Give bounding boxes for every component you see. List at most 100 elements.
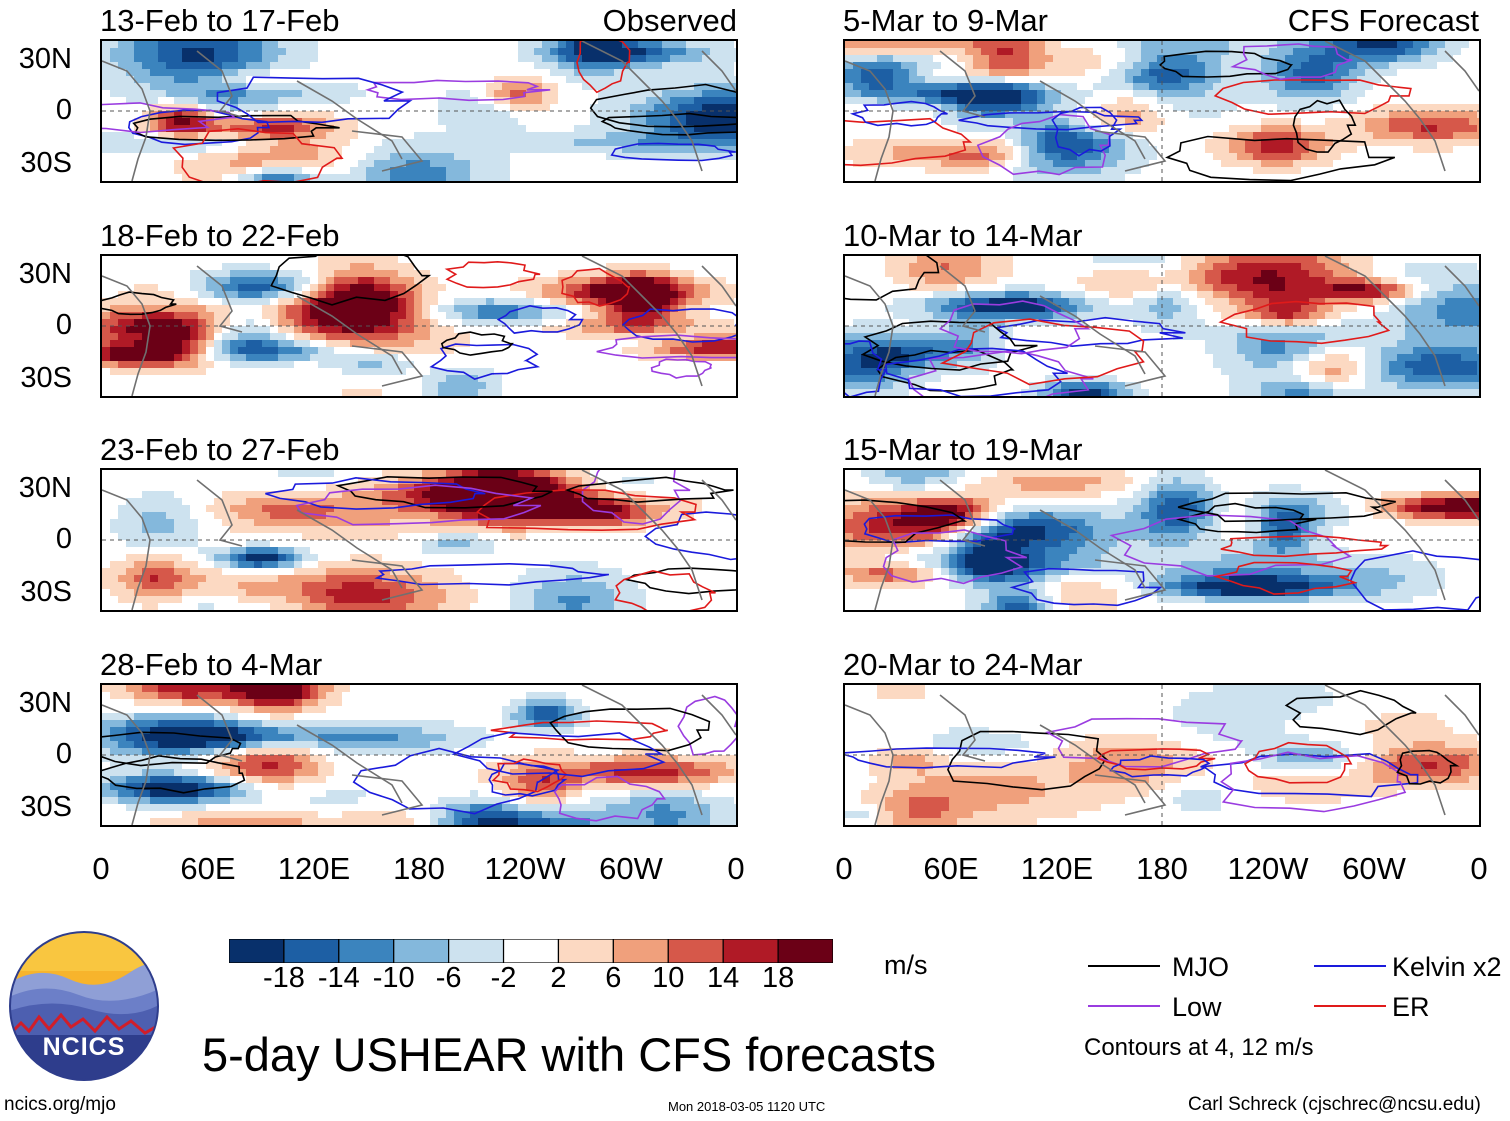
coastline [1324,41,1446,172]
colorbar-tick-label: -10 [372,962,415,994]
contour-line [488,762,568,797]
contour-line [171,127,344,181]
xlab-left-0-end: 0 [727,851,745,886]
units-label: m/s [884,950,928,980]
heatmap-2 [102,256,736,396]
xlab-right-60e: 60E [923,851,979,886]
colorbar-swatch [667,939,724,963]
contour-line [549,707,711,752]
contour-line [621,308,736,343]
coastline [1444,50,1479,92]
ylab-30s: 30S [20,362,72,394]
ylab-30s: 30S [20,147,72,179]
legend-line-low [1088,1005,1160,1007]
map-panel-1 [100,39,738,183]
contour-line [491,758,569,793]
contour-line [1220,534,1390,558]
contour-line [1158,50,1294,78]
footer-link[interactable]: ncics.org/mjo [4,1094,116,1115]
contour-line [1243,741,1353,784]
main-title: 5-day USHEAR with CFS forecasts [202,1028,936,1081]
heatmap-5 [845,41,1479,181]
contour-line [939,318,1145,386]
map-panel-2 [100,254,738,398]
logo-text: NCICS [42,1033,126,1061]
coastline [701,265,736,307]
contour-line [1109,514,1353,577]
coastline [102,704,151,825]
contour-line [451,731,666,778]
contour-line [1177,491,1396,523]
contour-line [102,291,177,316]
colorbar-swatch [338,939,395,963]
contour-line [440,331,514,356]
ylab-30s: 30S [20,576,72,608]
coastline [351,345,424,387]
colorbar-tick-label: 14 [707,962,740,994]
contour-line [561,267,631,307]
contour-line [1051,106,1123,157]
coastline [1324,256,1446,387]
contour-line [444,260,541,289]
coastline [581,470,703,601]
xlab-left-120w: 120W [484,851,566,886]
legend-line-er [1314,1005,1386,1007]
map-panel-5 [843,39,1481,183]
contour-line [475,489,697,532]
coastline [581,41,703,172]
xlab-right-180: 180 [1136,851,1188,886]
coastline [1039,509,1146,589]
coastline [102,275,151,396]
contour-line [1220,751,1407,813]
coastline [939,50,986,118]
coastline [351,130,424,172]
colorbar-swatch [612,939,669,963]
colorbar-swatch [448,939,505,963]
panel-title-8: 20-Mar to 24-Mar [843,647,1083,682]
heatmap-4 [102,685,736,825]
colorbar-tick-label: -18 [262,962,305,994]
colorbar-tick-label: 18 [761,962,795,994]
heatmap-1 [102,41,736,181]
ncics-logo: NCICS [9,931,159,1081]
coastline [701,479,736,521]
colorbar-tick-label: -6 [435,962,462,994]
heatmap-3 [102,470,736,610]
coastline [1039,724,1146,804]
contour-legend: MJO Kelvin x2 Low ER Contours at 4, 12 m… [1084,952,1508,1064]
xlab-right-120e: 120E [1020,851,1094,886]
footer-timestamp: Mon 2018-03-05 1120 UTC [668,1099,826,1114]
contour-line [1292,99,1357,153]
ylab-30n: 30N [18,472,72,504]
ylab-0: 0 [55,738,72,770]
contour-line [295,484,542,526]
coastline [1094,559,1167,601]
heatmap-8 [845,685,1479,825]
xlab-left-120e: 120E [277,851,351,886]
panel-title-4: 28-Feb to 4-Mar [100,647,323,682]
contour-line [876,349,1015,392]
coastline [1094,130,1167,172]
contour-line [1349,550,1479,610]
contour-line [1201,752,1419,798]
colorbar-tick-label: 2 [550,962,567,994]
coastline [939,694,986,762]
coastline [296,724,403,804]
contour-line [216,76,413,124]
colorbar-swatch [777,939,833,963]
contour-line [1284,689,1417,736]
contour-line [1096,748,1216,771]
coastline [1324,685,1446,816]
colorbar-tick-label: 6 [605,962,622,994]
panel-title-3: 23-Feb to 27-Feb [100,432,340,467]
map-panel-6 [843,254,1481,398]
legend-label-low: Low [1172,992,1222,1022]
colorbar-tick-label: 10 [652,962,685,994]
coastline [196,694,243,762]
contour-line [1009,567,1163,607]
heatmap-7 [845,470,1479,610]
xlab-left-180: 180 [393,851,445,886]
contour-line [863,514,1016,544]
legend-label-kelvin: Kelvin x2 [1392,952,1502,982]
contour-line [496,304,584,334]
